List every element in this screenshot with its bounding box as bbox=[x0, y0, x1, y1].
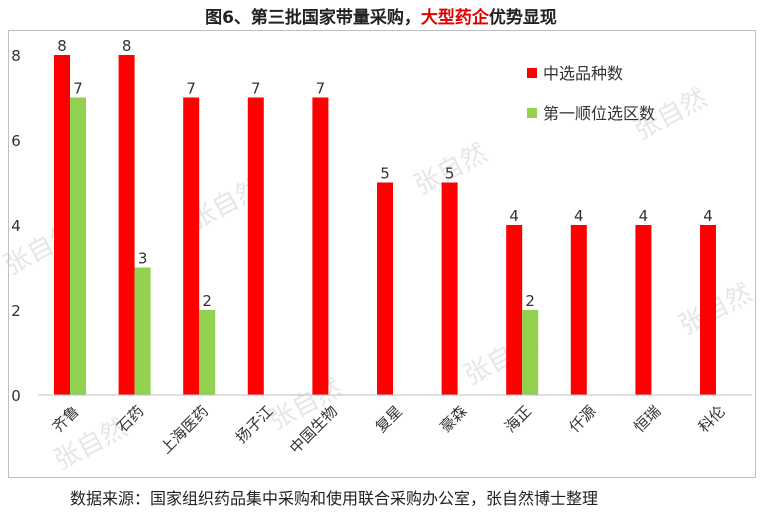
title-highlight: 大型药企 bbox=[420, 8, 489, 28]
data-label: 2 bbox=[202, 292, 212, 310]
data-label: 8 bbox=[122, 37, 132, 55]
x-tick-label: 复星 bbox=[372, 402, 406, 436]
bar-first-rank-regions bbox=[522, 310, 539, 395]
chart-title: 图6、第三批国家带量采购，大型药企优势显现 bbox=[0, 3, 762, 28]
data-label: 5 bbox=[380, 165, 390, 183]
bar-selected-varieties bbox=[247, 97, 264, 395]
bar-selected-varieties bbox=[312, 97, 329, 395]
x-tick-label: 海正 bbox=[501, 402, 535, 436]
bar-first-rank-regions bbox=[199, 310, 216, 395]
title-suffix: 优势显现 bbox=[488, 8, 557, 28]
bar-selected-varieties bbox=[118, 55, 135, 395]
data-label: 4 bbox=[509, 207, 519, 225]
bar-selected-varieties bbox=[700, 225, 716, 395]
bar-selected-varieties bbox=[183, 97, 200, 395]
y-tick-label: 6 bbox=[11, 132, 21, 150]
x-tick-label: 扬子江 bbox=[232, 402, 277, 447]
data-label: 7 bbox=[73, 80, 83, 98]
x-tick-label: 上海医药 bbox=[157, 402, 212, 457]
data-label: 5 bbox=[445, 165, 455, 183]
legend-swatch-first-rank-regions bbox=[527, 108, 537, 118]
data-label: 2 bbox=[525, 292, 535, 310]
title-prefix: 图6、第三批国家带量采购， bbox=[205, 8, 421, 28]
bar-selected-varieties bbox=[635, 225, 652, 395]
x-axis: 齐鲁 石药 上海医药 扬子江 中国生物 复星 豪森 海正 仟源 恒瑞 科伦 bbox=[38, 394, 752, 457]
data-label: 4 bbox=[639, 207, 649, 225]
x-tick-label: 仟源 bbox=[566, 402, 600, 436]
data-label: 7 bbox=[316, 80, 326, 98]
y-tick-label: 0 bbox=[11, 387, 21, 405]
y-tick-label: 4 bbox=[11, 217, 21, 235]
legend-label: 第一顺位选区数 bbox=[543, 104, 655, 123]
data-label: 8 bbox=[57, 37, 67, 55]
x-tick-label: 豪森 bbox=[436, 402, 470, 436]
legend-swatch-selected-varieties bbox=[527, 68, 537, 78]
y-axis: 0 2 4 6 8 bbox=[11, 47, 21, 405]
legend-label: 中选品种数 bbox=[543, 64, 623, 83]
bar-first-rank-regions bbox=[134, 267, 151, 395]
data-label: 4 bbox=[574, 207, 584, 225]
data-label: 7 bbox=[251, 80, 261, 98]
data-label: 3 bbox=[138, 250, 148, 268]
chart-frame bbox=[8, 30, 756, 478]
data-label: 4 bbox=[703, 207, 713, 225]
bars-layer: 8 7 8 3 7 2 7 7 5 5 4 2 4 4 4 bbox=[54, 37, 716, 395]
bar-selected-varieties bbox=[377, 182, 393, 395]
x-tick-label: 恒瑞 bbox=[630, 402, 664, 436]
y-tick-label: 8 bbox=[11, 47, 21, 65]
source-note: 数据来源：国家组织药品集中采购和使用联合采购办公室，张自然博士整理 bbox=[70, 489, 599, 508]
y-tick-label: 2 bbox=[11, 302, 21, 320]
x-tick-label: 科伦 bbox=[695, 402, 729, 436]
bar-selected-varieties bbox=[570, 225, 587, 395]
bar-selected-varieties bbox=[506, 225, 523, 395]
x-tick-label: 齐鲁 bbox=[49, 402, 83, 436]
data-label: 7 bbox=[186, 80, 196, 98]
bar-first-rank-regions bbox=[70, 97, 86, 395]
bar-selected-varieties bbox=[54, 55, 70, 395]
bar-selected-varieties bbox=[441, 182, 458, 395]
